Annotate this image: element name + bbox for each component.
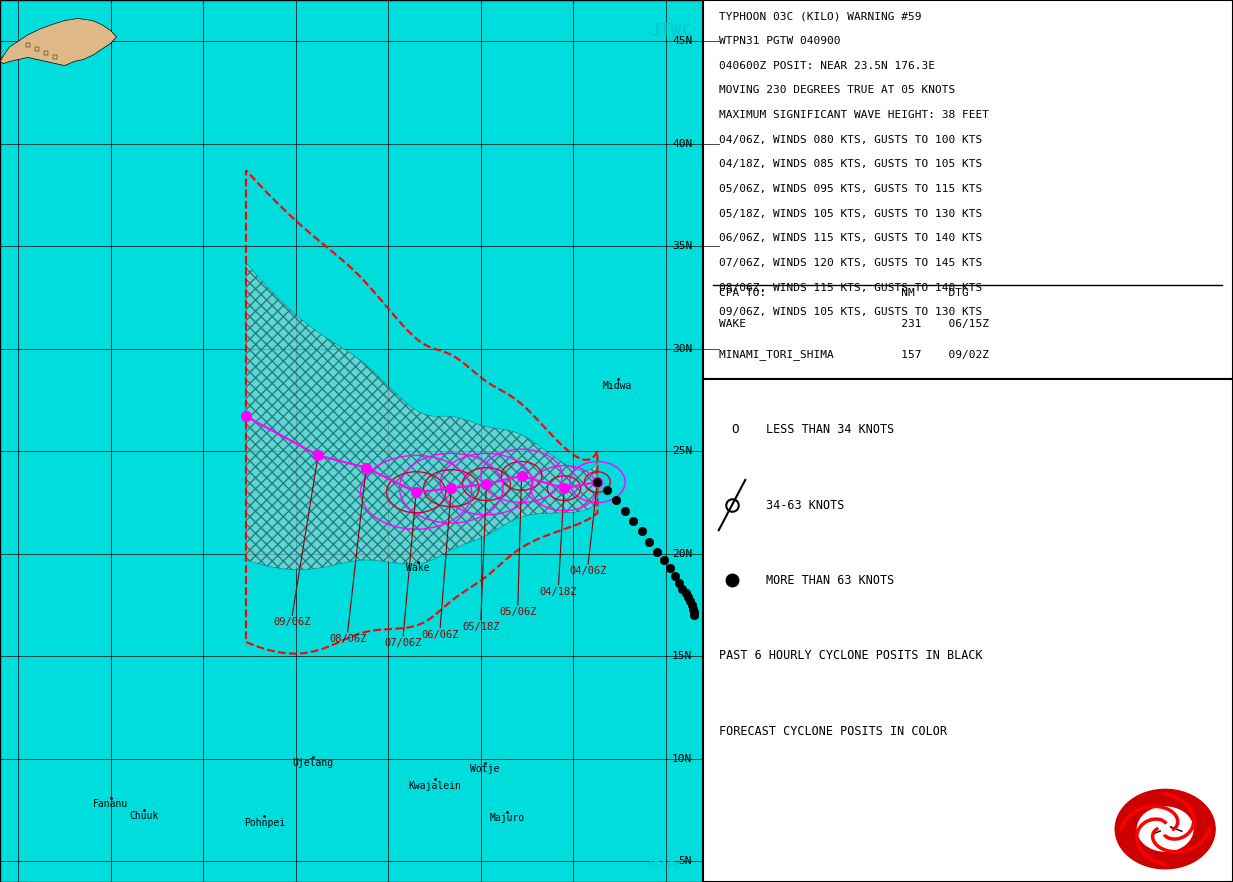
Text: 040600Z POSIT: NEAR 23.5N 176.3E: 040600Z POSIT: NEAR 23.5N 176.3E: [719, 61, 935, 71]
Text: 04/06Z, WINDS 080 KTS, GUSTS TO 100 KTS: 04/06Z, WINDS 080 KTS, GUSTS TO 100 KTS: [719, 135, 981, 145]
Text: MAXIMUM SIGNIFICANT WAVE HEIGHT: 38 FEET: MAXIMUM SIGNIFICANT WAVE HEIGHT: 38 FEET: [719, 110, 989, 120]
Text: 10N: 10N: [672, 754, 692, 764]
Text: 06/06Z: 06/06Z: [422, 630, 459, 639]
Text: Majuro: Majuro: [490, 813, 524, 824]
Text: 09/06Z, WINDS 105 KTS, GUSTS TO 130 KTS: 09/06Z, WINDS 105 KTS, GUSTS TO 130 KTS: [719, 307, 981, 318]
Text: O: O: [731, 423, 739, 437]
Text: ATCF©: ATCF©: [649, 862, 682, 871]
Text: 07/06Z: 07/06Z: [385, 638, 422, 648]
Text: 08/06Z, WINDS 115 KTS, GUSTS TO 140 KTS: 08/06Z, WINDS 115 KTS, GUSTS TO 140 KTS: [719, 283, 981, 293]
Text: 09/06Z: 09/06Z: [274, 617, 311, 627]
Text: 15N: 15N: [672, 652, 692, 662]
Text: PEARL HARBOR: PEARL HARBOR: [1149, 872, 1181, 876]
Text: 34-63 KNOTS: 34-63 KNOTS: [767, 498, 845, 512]
Text: 30N: 30N: [672, 344, 692, 354]
Text: 05/06Z, WINDS 095 KTS, GUSTS TO 115 KTS: 05/06Z, WINDS 095 KTS, GUSTS TO 115 KTS: [719, 184, 981, 194]
Text: PAST 6 HOURLY CYCLONE POSITS IN BLACK: PAST 6 HOURLY CYCLONE POSITS IN BLACK: [719, 649, 983, 662]
Text: MORE THAN 63 KNOTS: MORE THAN 63 KNOTS: [767, 574, 895, 587]
Text: 04/06Z: 04/06Z: [570, 566, 607, 576]
Text: LESS THAN 34 KNOTS: LESS THAN 34 KNOTS: [767, 423, 895, 437]
Text: 05/18Z: 05/18Z: [462, 622, 499, 632]
Text: Kwajalein: Kwajalein: [408, 781, 461, 790]
Text: Wotje: Wotje: [470, 764, 499, 774]
Text: MOVING 230 DEGREES TRUE AT 05 KNOTS: MOVING 230 DEGREES TRUE AT 05 KNOTS: [719, 86, 956, 95]
Text: 5N: 5N: [678, 856, 692, 866]
Text: 04/18Z, WINDS 085 KTS, GUSTS TO 105 KTS: 04/18Z, WINDS 085 KTS, GUSTS TO 105 KTS: [719, 160, 981, 169]
Text: Pohnpei: Pohnpei: [244, 818, 285, 827]
Text: Wake: Wake: [406, 564, 430, 573]
Polygon shape: [247, 263, 598, 570]
Circle shape: [1115, 789, 1216, 869]
Polygon shape: [0, 19, 117, 65]
Text: 45N: 45N: [672, 36, 692, 46]
Text: 25N: 25N: [672, 446, 692, 456]
Text: CPA TO:                    NM     DTG: CPA TO: NM DTG: [719, 288, 968, 298]
Text: WAKE                       231    06/15Z: WAKE 231 06/15Z: [719, 318, 989, 329]
Text: 04/18Z: 04/18Z: [540, 587, 577, 596]
Text: 35N: 35N: [672, 241, 692, 251]
Text: Ujelang: Ujelang: [292, 758, 333, 768]
Text: 05/06Z: 05/06Z: [499, 607, 536, 617]
Text: 08/06Z: 08/06Z: [329, 634, 366, 644]
Text: WTPN31 PGTW 040900: WTPN31 PGTW 040900: [719, 36, 840, 46]
Text: Chuuk: Chuuk: [129, 811, 159, 821]
Text: TYPHOON 03C (KILO) WARNING #59: TYPHOON 03C (KILO) WARNING #59: [719, 11, 921, 21]
Text: JTWC: JTWC: [649, 22, 692, 40]
Text: 06/06Z, WINDS 115 KTS, GUSTS TO 140 KTS: 06/06Z, WINDS 115 KTS, GUSTS TO 140 KTS: [719, 234, 981, 243]
Text: MINAMI_TORI_SHIMA          157    09/02Z: MINAMI_TORI_SHIMA 157 09/02Z: [719, 349, 989, 360]
Text: FORECAST CYCLONE POSITS IN COLOR: FORECAST CYCLONE POSITS IN COLOR: [719, 725, 947, 737]
Text: Fananu: Fananu: [94, 799, 128, 809]
Text: Midwa: Midwa: [603, 381, 633, 391]
Circle shape: [1137, 807, 1194, 851]
Text: 20N: 20N: [672, 549, 692, 559]
Text: 05/18Z, WINDS 105 KTS, GUSTS TO 130 KTS: 05/18Z, WINDS 105 KTS, GUSTS TO 130 KTS: [719, 209, 981, 219]
Text: 07/06Z, WINDS 120 KTS, GUSTS TO 145 KTS: 07/06Z, WINDS 120 KTS, GUSTS TO 145 KTS: [719, 258, 981, 268]
Text: 40N: 40N: [672, 138, 692, 148]
